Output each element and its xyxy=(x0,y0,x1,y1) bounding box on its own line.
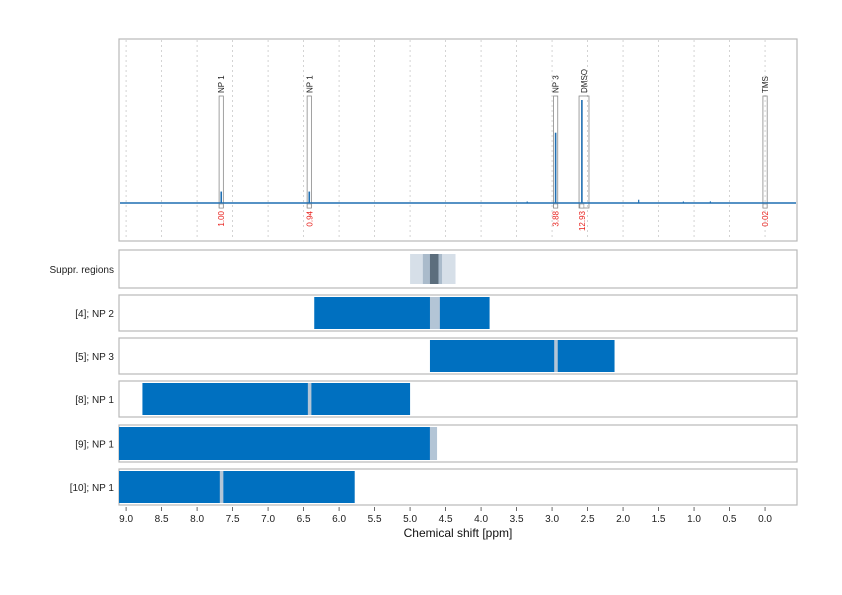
row-label: Suppr. regions xyxy=(50,265,115,276)
x-tick-label: 2.0 xyxy=(616,514,630,525)
x-tick-label: 8.5 xyxy=(155,514,169,525)
range-rows: Suppr. regions [4]; NP 2 [5]; NP 3 [8]; NP … xyxy=(50,249,798,506)
range-highlight xyxy=(429,427,438,460)
spectrum-panel: NP 1 1.00 NP 1 0.94 NP 3 3.88 DMSO 12.93 TMS 0.02 xyxy=(118,38,798,242)
integral-label: 0.02 xyxy=(761,210,770,226)
integral-label: 0.94 xyxy=(305,210,314,226)
range-bar xyxy=(142,383,411,415)
suppressed-band xyxy=(429,254,439,284)
spectrum-frame xyxy=(118,38,798,242)
range-highlight xyxy=(307,383,312,415)
x-tick-label: 6.0 xyxy=(332,514,346,525)
peak-box xyxy=(306,95,312,209)
x-tick-label: 1.0 xyxy=(687,514,701,525)
x-tick-label: 4.0 xyxy=(474,514,488,525)
range-highlight xyxy=(219,471,224,503)
range-highlight xyxy=(554,340,558,372)
peak-box xyxy=(218,95,224,209)
peak-marker xyxy=(306,203,312,209)
x-tick-label: 0.0 xyxy=(758,514,772,525)
range-highlight xyxy=(429,297,440,329)
range-bar xyxy=(429,340,615,372)
integral-label: 12.93 xyxy=(578,210,587,231)
suppr-row-frame xyxy=(118,249,798,289)
x-tick-label: 3.0 xyxy=(545,514,559,525)
row-label: [8]; NP 1 xyxy=(75,395,114,406)
range-bar xyxy=(314,297,490,329)
x-tick-label: 0.5 xyxy=(723,514,737,525)
peak-marker xyxy=(762,203,768,209)
peak-label: TMS xyxy=(761,76,770,93)
x-tick-label: 3.5 xyxy=(510,514,524,525)
x-tick-label: 7.5 xyxy=(226,514,240,525)
x-axis: 9.0 8.5 8.0 7.5 7.0 6.5 6.0 5.5 5.0 4.5 4.0 3.5 3.0 2… xyxy=(119,507,772,525)
x-tick-label: 7.0 xyxy=(261,514,275,525)
peak-marker xyxy=(553,203,558,209)
peak-label: NP 1 xyxy=(305,75,314,93)
peak-label: NP 3 xyxy=(552,75,561,93)
x-tick-label: 1.5 xyxy=(652,514,666,525)
row-label: [5]; NP 3 xyxy=(75,352,114,363)
x-tick-label: 8.0 xyxy=(190,514,204,525)
row-label: [4]; NP 2 xyxy=(75,309,114,320)
grid-layer xyxy=(125,40,766,240)
integral-label: 3.88 xyxy=(552,210,561,226)
peak-label: DMSO xyxy=(580,69,589,93)
peak-marker xyxy=(218,203,224,209)
integral-label: 1.00 xyxy=(217,210,226,226)
x-tick-label: 4.5 xyxy=(439,514,453,525)
row-label: [9]; NP 1 xyxy=(75,440,114,451)
x-tick-label: 5.5 xyxy=(368,514,382,525)
x-tick-label: 9.0 xyxy=(119,514,133,525)
peak-label: NP 1 xyxy=(217,75,226,93)
x-tick-label: 6.5 xyxy=(297,514,311,525)
x-tick-label: 5.0 xyxy=(403,514,417,525)
row-label: [10]; NP 1 xyxy=(70,483,115,494)
x-tick-label: 2.5 xyxy=(581,514,595,525)
range-bar xyxy=(119,427,430,460)
range-bar xyxy=(119,471,355,503)
x-axis-label: Chemical shift [ppm] xyxy=(404,526,513,540)
peak-marker xyxy=(579,203,585,209)
